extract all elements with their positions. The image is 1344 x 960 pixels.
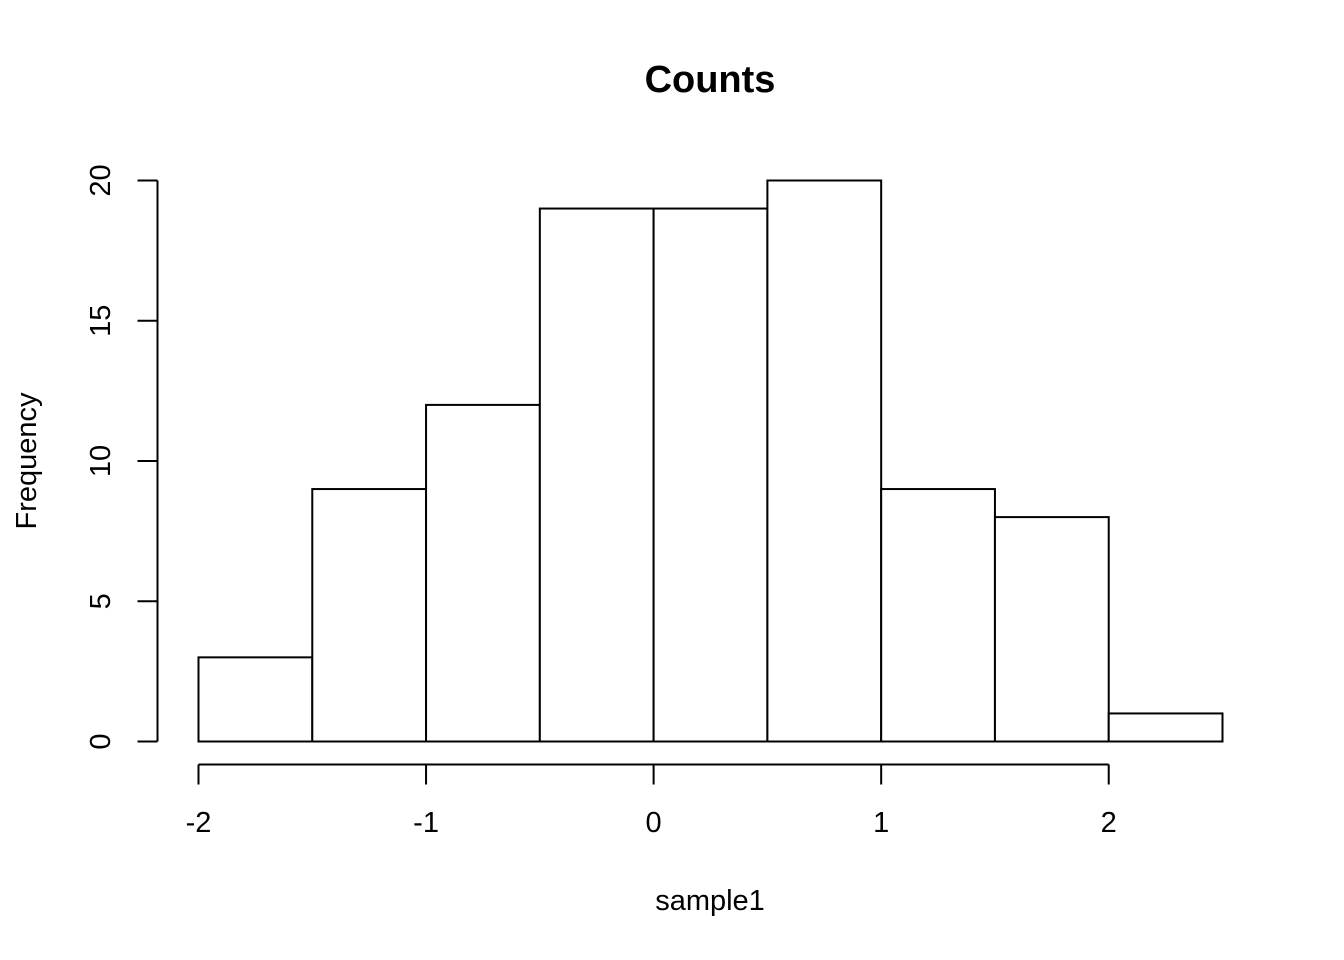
- y-axis: 0 5 10 15 20: [85, 164, 159, 750]
- x-axis-label: sample1: [655, 885, 765, 917]
- histogram-bar-8: [1107, 712, 1224, 743]
- y-tick-label: 10: [85, 445, 117, 477]
- histogram-bar-1: [311, 488, 428, 743]
- histogram-bar-6: [880, 488, 996, 743]
- x-axis: -2 -1 0 1 2: [186, 763, 1117, 839]
- y-tick-label: 20: [85, 164, 117, 196]
- histogram-bar-5: [766, 179, 883, 743]
- y-tick-label: 5: [85, 593, 117, 609]
- histogram-bar-3: [538, 207, 655, 743]
- x-tick-label: 0: [646, 807, 662, 839]
- x-tick-label: 1: [873, 807, 889, 839]
- y-axis-label: Frequency: [11, 392, 43, 530]
- histogram-bar-0: [197, 656, 314, 743]
- x-tick-label: -2: [186, 807, 212, 839]
- histogram-bar-2: [425, 403, 541, 743]
- chart-title: Counts: [645, 59, 776, 101]
- x-tick-label: 2: [1101, 807, 1117, 839]
- y-tick-label: 15: [85, 305, 117, 337]
- histogram-bars: [197, 179, 1224, 743]
- histogram-bar-7: [993, 516, 1110, 743]
- x-tick-label: -1: [413, 807, 439, 839]
- histogram-bar-4: [652, 207, 769, 743]
- y-tick-label: 0: [85, 733, 117, 749]
